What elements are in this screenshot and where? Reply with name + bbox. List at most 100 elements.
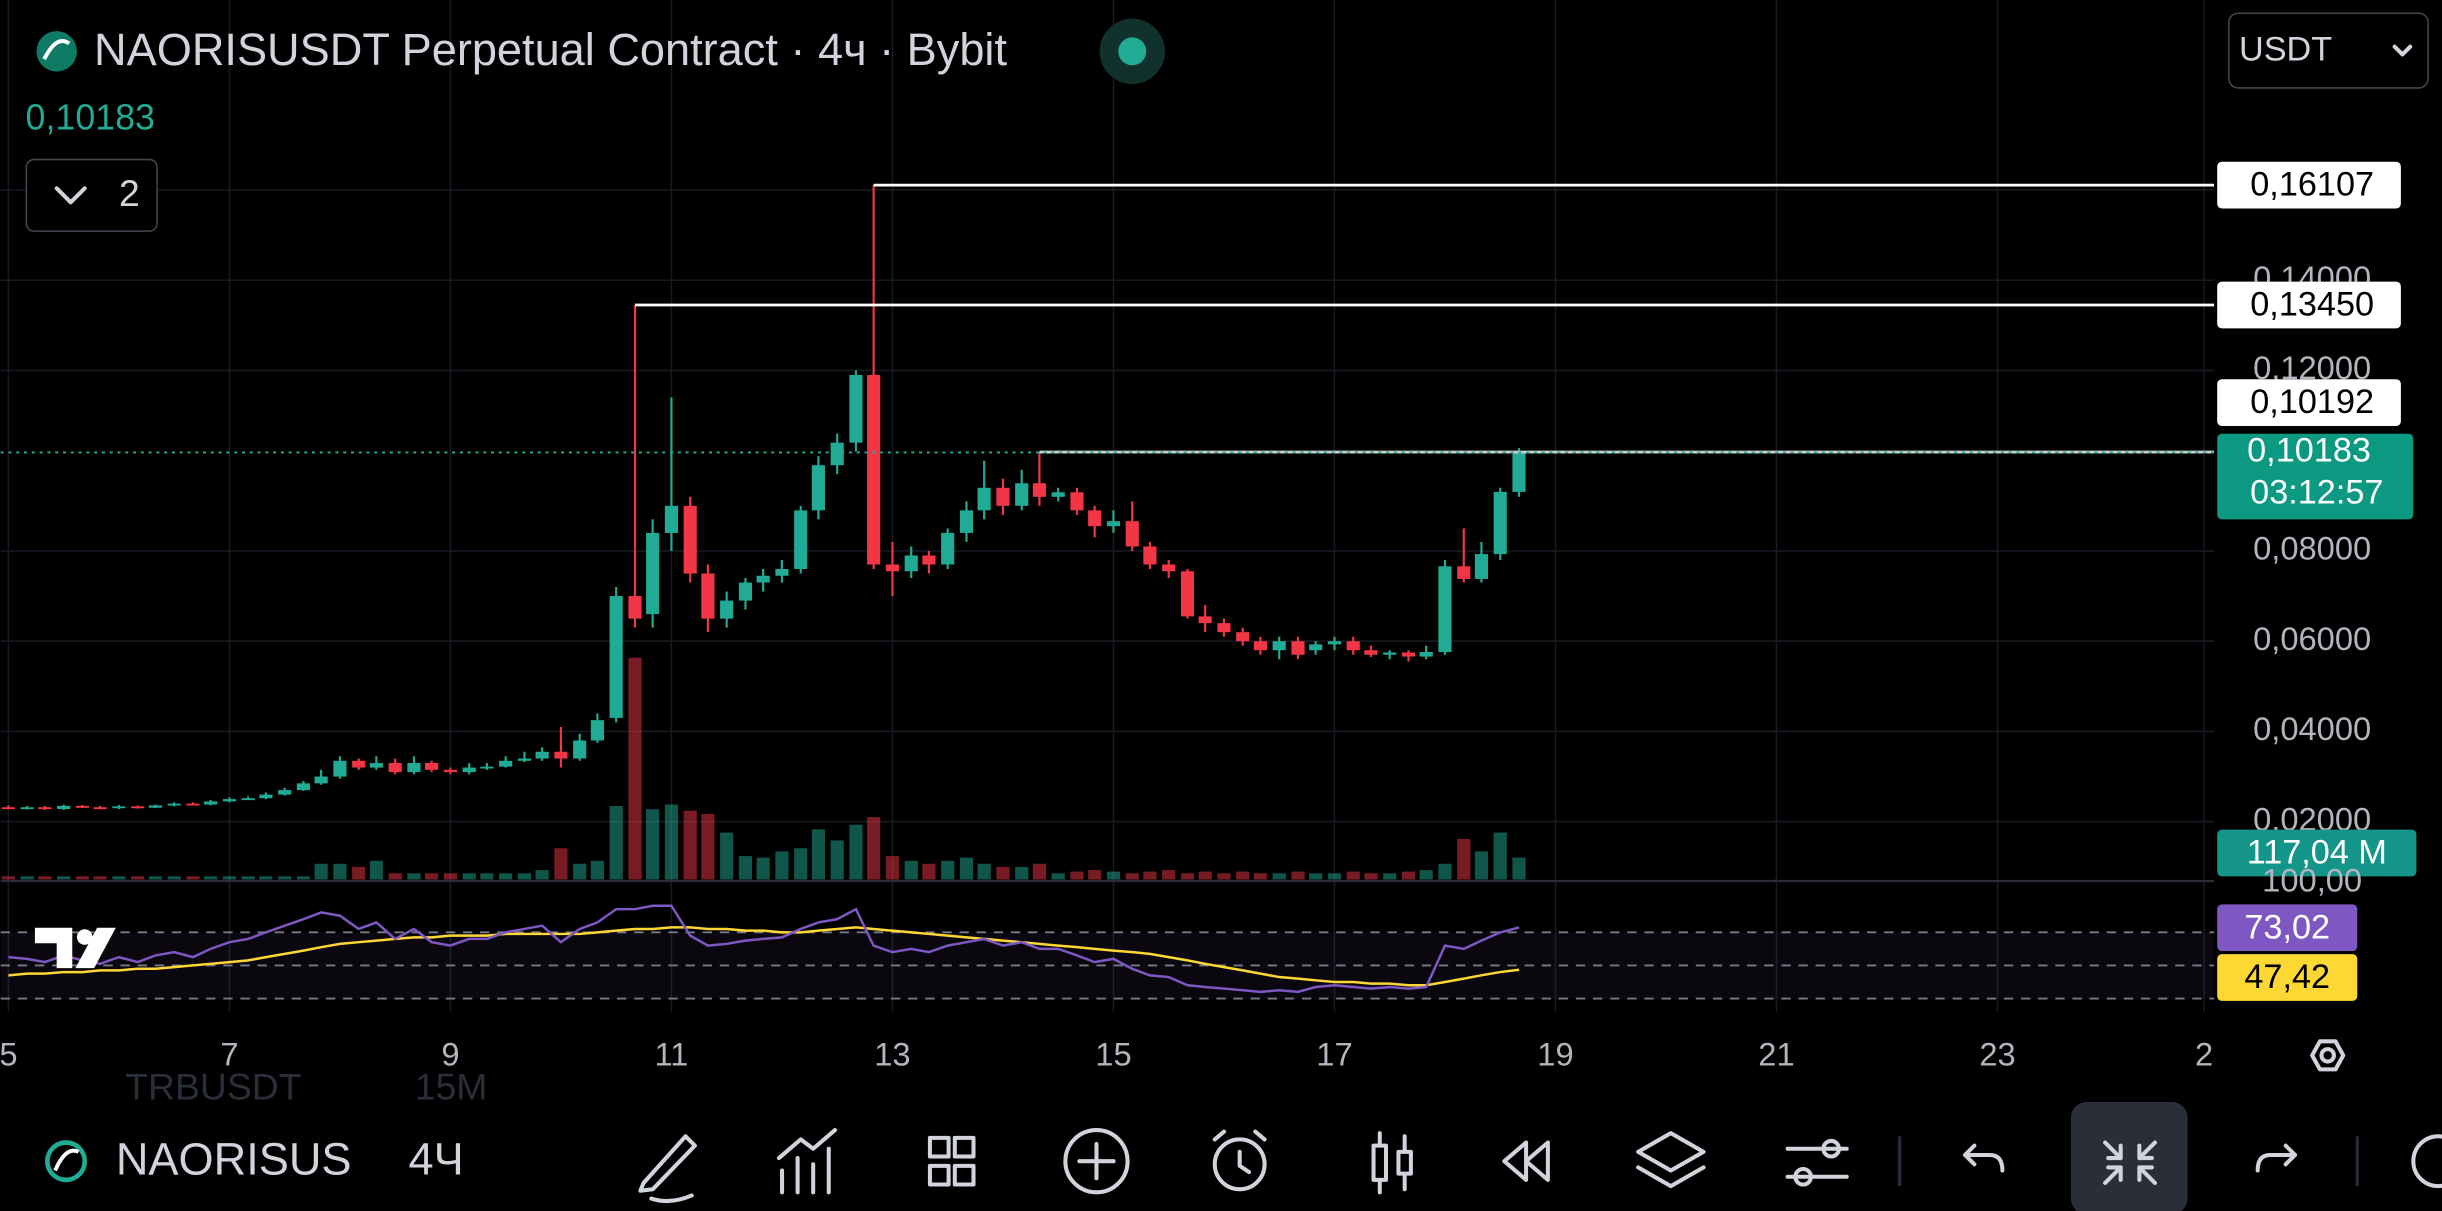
volume-bar bbox=[738, 856, 753, 880]
volume-bar bbox=[922, 863, 936, 880]
volume-bar bbox=[849, 824, 863, 880]
draw-tool[interactable] bbox=[638, 1134, 697, 1204]
candle-body bbox=[1493, 491, 1507, 555]
candle-body bbox=[1106, 521, 1121, 527]
indicator-count: 2 bbox=[119, 172, 140, 214]
candle-body bbox=[609, 596, 623, 718]
volume-bar bbox=[941, 860, 955, 880]
candle-body bbox=[1364, 650, 1378, 655]
volume-bar bbox=[959, 857, 974, 880]
rsi-line bbox=[8, 904, 1520, 994]
indicator-toggle[interactable] bbox=[25, 158, 158, 232]
volume-bar bbox=[296, 876, 311, 880]
candle-body bbox=[573, 740, 587, 759]
candle-body bbox=[701, 573, 715, 619]
candle-body bbox=[369, 763, 383, 768]
indicators-tool[interactable] bbox=[776, 1128, 837, 1195]
rsi-label-box bbox=[2217, 904, 2358, 952]
candle-body bbox=[683, 505, 697, 574]
countdown: 03:12:57 bbox=[2250, 474, 2383, 512]
volume-bar bbox=[1236, 871, 1250, 880]
candle-body bbox=[1291, 641, 1305, 655]
replay-tool[interactable] bbox=[1502, 1140, 1550, 1182]
volume-bar bbox=[664, 804, 679, 880]
candle-body bbox=[1143, 546, 1157, 565]
volume-bar bbox=[554, 848, 568, 880]
x-tick-label: 11 bbox=[654, 1036, 688, 1073]
candle-body bbox=[259, 794, 273, 799]
volume-bar bbox=[1309, 873, 1323, 880]
volume-pane bbox=[1, 657, 1526, 880]
layers-tool[interactable] bbox=[1636, 1131, 1706, 1189]
candle-body bbox=[314, 776, 328, 784]
candle-body bbox=[38, 807, 52, 810]
volume-bar bbox=[683, 810, 697, 880]
fullscreen-tool[interactable] bbox=[2070, 1102, 2188, 1211]
x-tick-label: 5 bbox=[0, 1036, 17, 1073]
volume-bar bbox=[20, 876, 34, 880]
volume-bar bbox=[443, 873, 457, 880]
level-box bbox=[2217, 379, 2401, 426]
candle-body bbox=[1051, 492, 1065, 497]
chevron bbox=[2392, 44, 2413, 57]
candle-body bbox=[922, 555, 936, 565]
y-tick-label: 0,04000 bbox=[2253, 710, 2371, 747]
more-tool[interactable] bbox=[2411, 1134, 2442, 1189]
candle-body bbox=[720, 600, 734, 619]
symbol-icon bbox=[53, 1148, 80, 1172]
volume-label-box bbox=[2217, 829, 2417, 877]
volume-bar bbox=[1401, 871, 1416, 880]
toolbar-symbol[interactable]: NAORISUS bbox=[116, 1134, 352, 1185]
candles-tool[interactable] bbox=[1371, 1131, 1413, 1195]
volume-bar bbox=[775, 851, 789, 880]
settings-button[interactable] bbox=[2310, 1039, 2346, 1072]
volume-bar bbox=[1162, 870, 1176, 880]
layout-tool[interactable] bbox=[927, 1135, 976, 1187]
settings-tool[interactable] bbox=[1785, 1146, 1849, 1179]
candle-body bbox=[112, 806, 126, 809]
volume-bar bbox=[590, 860, 604, 880]
candle-body bbox=[775, 569, 789, 576]
undo-tool[interactable] bbox=[1963, 1143, 2005, 1173]
volume-bar bbox=[1106, 871, 1121, 880]
candle-body bbox=[794, 510, 808, 570]
ghost-interval: 15M bbox=[415, 1065, 488, 1107]
volume-bar bbox=[794, 848, 808, 880]
volume-bar bbox=[407, 873, 421, 880]
volume-bar bbox=[388, 873, 402, 880]
level-box bbox=[2217, 161, 2401, 209]
volume-bar bbox=[885, 856, 900, 880]
ghost-symbol: TRBUSDT bbox=[125, 1065, 301, 1107]
candle-body bbox=[959, 510, 974, 533]
volume-bar bbox=[1493, 832, 1507, 880]
add-tool[interactable] bbox=[1063, 1128, 1130, 1195]
logo-part bbox=[75, 927, 116, 969]
candle-body bbox=[554, 751, 568, 759]
candle-body bbox=[352, 760, 366, 768]
alert-tool[interactable] bbox=[1212, 1129, 1267, 1192]
grid bbox=[0, 0, 2215, 1012]
x-tick-label: 9 bbox=[441, 1036, 459, 1073]
candle-body bbox=[1457, 566, 1471, 579]
candle-body bbox=[333, 760, 347, 777]
candle-body bbox=[1217, 623, 1231, 633]
redo-tool[interactable] bbox=[2255, 1143, 2298, 1173]
candle-body bbox=[278, 790, 292, 795]
candle-body bbox=[204, 801, 218, 805]
candle-body bbox=[811, 465, 825, 511]
candle-body bbox=[1, 807, 15, 810]
rsi-tick-label: 100,00 bbox=[2262, 861, 2362, 898]
volume-bar bbox=[1051, 873, 1065, 880]
gear-icon bbox=[2319, 1047, 2336, 1064]
symbol-logo-mark bbox=[42, 39, 71, 61]
volume-bar bbox=[241, 876, 255, 880]
volume-bar bbox=[167, 876, 181, 880]
toolbar-interval[interactable]: 4Ч bbox=[408, 1134, 463, 1185]
x-tick-label: 7 bbox=[220, 1036, 238, 1073]
volume-label: 117,04 M bbox=[2247, 834, 2387, 872]
volume-bar bbox=[222, 876, 236, 880]
volume-bar bbox=[93, 876, 107, 880]
currency-select[interactable] bbox=[2228, 12, 2429, 89]
gear-icon bbox=[2310, 1039, 2346, 1072]
